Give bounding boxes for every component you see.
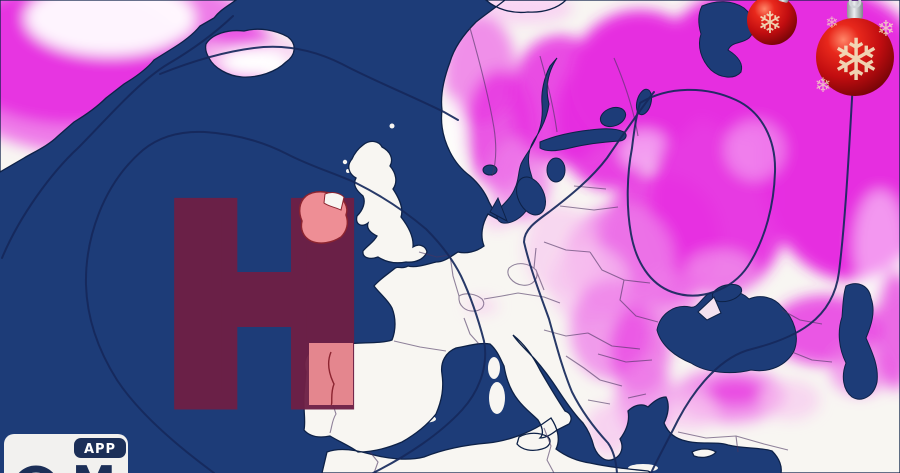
caspian-sea (838, 283, 878, 400)
logo-globe-icon (18, 465, 54, 473)
white-sea (698, 1, 755, 78)
highlight-overlays (298, 191, 353, 406)
island-corsica (488, 357, 500, 379)
highlight-portugal-border (327, 351, 335, 406)
snowflake-icon: ❄ (832, 26, 881, 94)
large-bauble-ring (848, 0, 862, 9)
northern-ireland (323, 192, 345, 211)
high-pressure-letter: H (159, 154, 369, 465)
inland-seas (482, 1, 878, 400)
small-bauble: ❄ (747, 0, 797, 45)
black-sea (656, 289, 797, 374)
app-badge[interactable] (74, 438, 126, 458)
contour-iceland (159, 45, 459, 121)
kattegat-strait (489, 196, 508, 223)
snowflake-icon: ❄ (757, 6, 782, 41)
app-promo-card[interactable]: APP M (4, 434, 128, 473)
baltic-sea (496, 57, 558, 224)
large-bauble-ball (816, 18, 894, 96)
contour-atlantic-front (84, 130, 487, 473)
baltic-sea-south (515, 176, 547, 216)
snowflake-icon: ❄ (825, 13, 838, 32)
crimea-peninsula (697, 296, 722, 321)
contour-baltic-balkans (522, 91, 655, 473)
contour-russia-oval (626, 88, 777, 297)
isobar-contours (1, 15, 854, 473)
large-bauble: ❄ ❄ ❄ ❄ (815, 0, 895, 97)
small-bauble-ball (747, 0, 797, 45)
christmas-decorations: ❄ ❄ ❄ ❄ ❄ (747, 0, 895, 97)
logo-partial-letter: M (72, 457, 116, 473)
app-badge-label: APP (84, 442, 116, 457)
lake-ladoga (599, 106, 627, 128)
country-borders (328, 27, 833, 473)
gulf-of-finland (539, 128, 627, 152)
snowflake-icon: ❄ (877, 17, 895, 42)
island-hebrides (342, 159, 348, 165)
island-shetland (389, 123, 395, 129)
gulf-of-riga (546, 157, 566, 183)
lake-onega (635, 88, 653, 116)
contour-greenland (1, 15, 234, 259)
high-pressure-symbol: H (151, 145, 378, 473)
island-balearic (418, 415, 436, 423)
island-sardinia (489, 382, 505, 414)
snowflake-icon: ❄ (815, 73, 832, 97)
contour-southeast (650, 81, 854, 473)
